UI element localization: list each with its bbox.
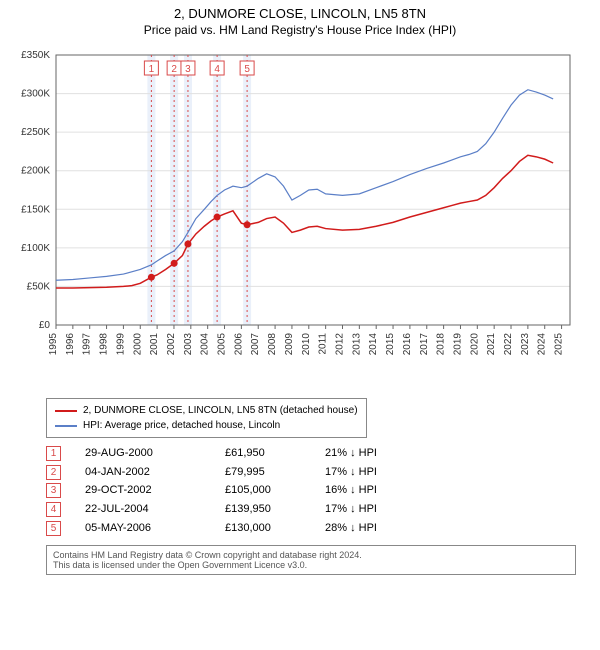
svg-text:2016: 2016: [402, 333, 413, 356]
sale-num-box: 3: [46, 483, 61, 498]
svg-text:2015: 2015: [385, 333, 396, 356]
svg-text:2021: 2021: [486, 333, 497, 356]
svg-text:2022: 2022: [503, 333, 514, 356]
svg-text:2018: 2018: [436, 333, 447, 356]
svg-text:1999: 1999: [115, 333, 126, 356]
svg-text:2011: 2011: [318, 333, 329, 355]
svg-text:3: 3: [185, 64, 191, 75]
svg-text:£200K: £200K: [21, 166, 50, 177]
svg-text:2024: 2024: [537, 333, 548, 356]
svg-text:2007: 2007: [250, 333, 261, 356]
svg-text:2: 2: [171, 64, 177, 75]
svg-text:£150K: £150K: [21, 204, 50, 215]
svg-text:£0: £0: [39, 320, 51, 331]
svg-text:£300K: £300K: [21, 89, 50, 100]
svg-text:2001: 2001: [149, 333, 160, 356]
sale-price: £79,995: [225, 463, 325, 482]
svg-text:5: 5: [244, 64, 250, 75]
svg-text:2006: 2006: [233, 333, 244, 356]
sale-date: 29-OCT-2002: [85, 481, 225, 500]
legend-label-1: 2, DUNMORE CLOSE, LINCOLN, LN5 8TN (deta…: [83, 403, 358, 418]
svg-text:2013: 2013: [351, 333, 362, 356]
svg-text:£100K: £100K: [21, 243, 50, 254]
svg-text:2004: 2004: [200, 333, 211, 356]
sale-price: £139,950: [225, 500, 325, 519]
legend-box: 2, DUNMORE CLOSE, LINCOLN, LN5 8TN (deta…: [46, 398, 367, 438]
svg-text:2009: 2009: [284, 333, 295, 356]
svg-text:2014: 2014: [368, 333, 379, 356]
sale-date: 22-JUL-2004: [85, 500, 225, 519]
sale-row: 1 29-AUG-2000£61,95021% ↓ HPI: [46, 444, 592, 463]
sale-row: 4 22-JUL-2004£139,95017% ↓ HPI: [46, 500, 592, 519]
svg-text:1997: 1997: [82, 333, 93, 356]
sale-price: £61,950: [225, 444, 325, 463]
svg-text:2012: 2012: [334, 333, 345, 356]
svg-text:2005: 2005: [217, 333, 228, 356]
svg-text:1995: 1995: [48, 333, 59, 356]
svg-text:2020: 2020: [469, 333, 480, 356]
svg-text:1996: 1996: [65, 333, 76, 356]
chart-title: 2, DUNMORE CLOSE, LINCOLN, LN5 8TN: [8, 6, 592, 21]
legend-swatch-1: [55, 410, 77, 412]
sale-date: 05-MAY-2006: [85, 519, 225, 538]
sale-price: £105,000: [225, 481, 325, 500]
svg-text:2017: 2017: [419, 333, 430, 356]
chart-subtitle: Price paid vs. HM Land Registry's House …: [8, 23, 592, 37]
sale-num-box: 5: [46, 521, 61, 536]
sale-row: 3 29-OCT-2002£105,00016% ↓ HPI: [46, 481, 592, 500]
svg-text:£350K: £350K: [21, 50, 50, 61]
sale-delta: 21% ↓ HPI: [325, 444, 425, 463]
sale-row: 5 05-MAY-2006£130,00028% ↓ HPI: [46, 519, 592, 538]
sale-num-box: 2: [46, 465, 61, 480]
sale-date: 04-JAN-2002: [85, 463, 225, 482]
svg-text:1998: 1998: [99, 333, 110, 356]
svg-text:2025: 2025: [554, 333, 565, 356]
chart-plot-area: £0 £50K £100K £150K £200K £250K £300K £350K 1995…: [8, 45, 592, 390]
sale-price: £130,000: [225, 519, 325, 538]
sale-delta: 17% ↓ HPI: [325, 500, 425, 519]
sale-row: 2 04-JAN-2002£79,99517% ↓ HPI: [46, 463, 592, 482]
svg-text:£250K: £250K: [21, 127, 50, 138]
svg-text:2003: 2003: [183, 333, 194, 356]
svg-text:2008: 2008: [267, 333, 278, 356]
footer-line2: This data is licensed under the Open Gov…: [53, 560, 569, 570]
legend-swatch-2: [55, 425, 77, 427]
chart-svg: £0 £50K £100K £150K £200K £250K £300K £350K 1995…: [8, 45, 578, 385]
svg-text:2010: 2010: [301, 333, 312, 356]
svg-text:4: 4: [214, 64, 220, 75]
svg-text:2002: 2002: [166, 333, 177, 356]
sales-table: 1 29-AUG-2000£61,95021% ↓ HPI 2 04-JAN-2002…: [46, 444, 592, 537]
sale-delta: 17% ↓ HPI: [325, 463, 425, 482]
legend-label-2: HPI: Average price, detached house, Linc…: [83, 418, 280, 433]
chart-container: 2, DUNMORE CLOSE, LINCOLN, LN5 8TN Price…: [0, 0, 600, 583]
svg-text:2023: 2023: [520, 333, 531, 356]
sale-date: 29-AUG-2000: [85, 444, 225, 463]
sale-delta: 28% ↓ HPI: [325, 519, 425, 538]
footer-line1: Contains HM Land Registry data © Crown c…: [53, 550, 569, 560]
svg-text:£50K: £50K: [27, 281, 51, 292]
sale-num-box: 1: [46, 446, 61, 461]
svg-text:1: 1: [149, 64, 155, 75]
legend-row-1: 2, DUNMORE CLOSE, LINCOLN, LN5 8TN (deta…: [55, 403, 358, 418]
sale-num-box: 4: [46, 502, 61, 517]
sale-delta: 16% ↓ HPI: [325, 481, 425, 500]
svg-text:2019: 2019: [452, 333, 463, 356]
footer-attribution: Contains HM Land Registry data © Crown c…: [46, 545, 576, 575]
svg-text:2000: 2000: [132, 333, 143, 356]
legend-row-2: HPI: Average price, detached house, Linc…: [55, 418, 358, 433]
